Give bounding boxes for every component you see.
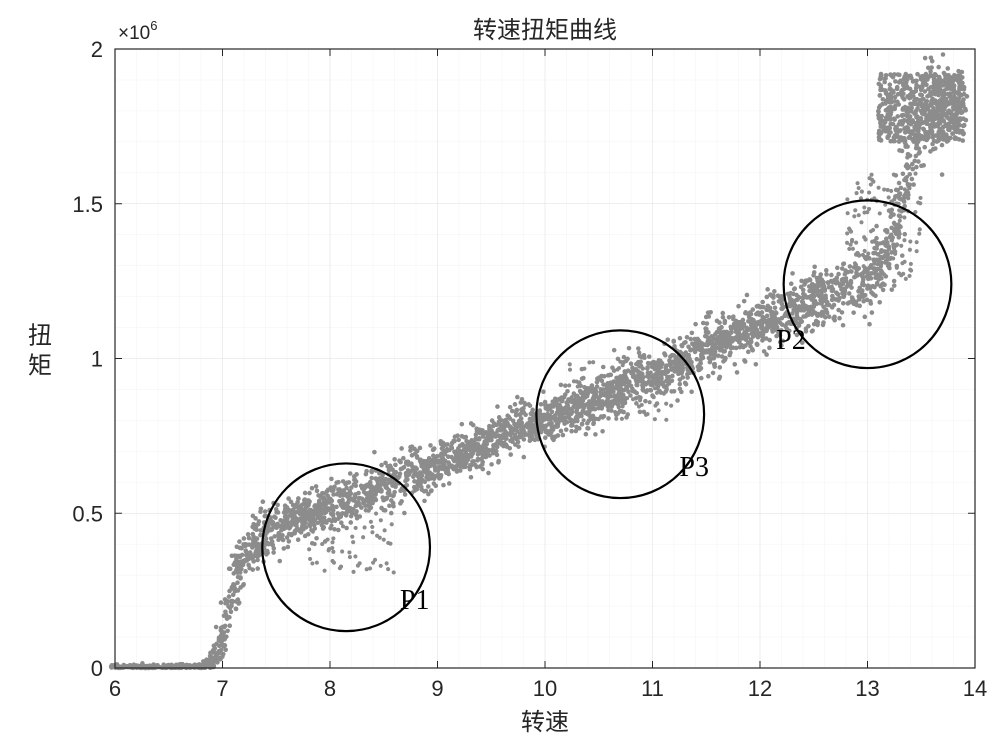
y-exponent: ×106 bbox=[118, 18, 157, 44]
scatter-chart: 6 7 8 9 10 11 12 13 14 0 0.5 1 1.5 2 转速 扭矩 转速扭矩曲线 ×106 P1 P… bbox=[0, 0, 1000, 743]
y-tick-label: 0 bbox=[91, 656, 103, 681]
y-tick-label: 1.5 bbox=[72, 192, 103, 217]
chart-title: 转速扭矩曲线 bbox=[473, 17, 617, 44]
x-tick-label: 14 bbox=[963, 676, 987, 701]
y-axis-label: 扭 bbox=[28, 323, 52, 350]
x-tick-label: 12 bbox=[748, 676, 772, 701]
annotation-label-p1: P1 bbox=[400, 585, 430, 616]
annotation-label-p2: P2 bbox=[776, 325, 806, 356]
x-tick-label: 13 bbox=[855, 676, 879, 701]
x-tick-label: 7 bbox=[216, 676, 228, 701]
x-tick-label: 9 bbox=[431, 676, 443, 701]
x-tick-label: 10 bbox=[533, 676, 557, 701]
x-tick-label: 8 bbox=[324, 676, 336, 701]
y-tick-label: 1 bbox=[91, 347, 103, 372]
y-tick-label: 0.5 bbox=[72, 501, 103, 526]
y-tick-label: 2 bbox=[91, 37, 103, 62]
x-tick-label: 6 bbox=[109, 676, 121, 701]
x-axis-label: 转速 bbox=[521, 709, 569, 736]
annotation-label-p3: P3 bbox=[679, 452, 709, 483]
y-axis-label: 矩 bbox=[28, 353, 52, 380]
x-tick-label: 11 bbox=[641, 676, 664, 701]
